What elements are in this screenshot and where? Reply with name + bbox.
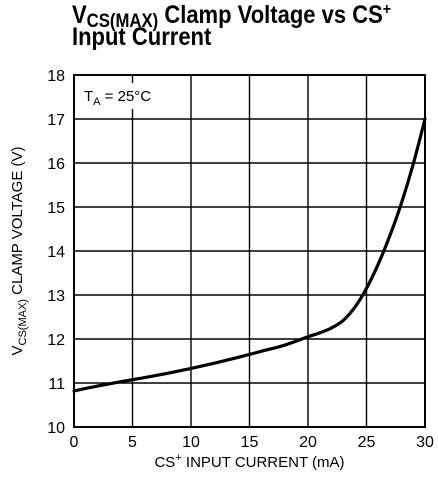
x-tick-labels: 0 5 10 15 20 25 30 — [70, 434, 434, 451]
annotation-subscript: A — [93, 96, 101, 108]
y-tick-label: 10 — [47, 420, 65, 437]
annotation-t: T — [84, 88, 93, 105]
y-tick-label: 11 — [48, 376, 65, 393]
x-axis-label: CS+ INPUT CURRENT (mA) — [154, 452, 344, 471]
x-label-text: INPUT CURRENT (mA) — [182, 454, 345, 471]
y-tick-label: 17 — [47, 112, 65, 129]
annotation-text: TA = 25°C — [84, 88, 151, 108]
y-tick-label: 18 — [47, 68, 65, 85]
title-superscript: + — [382, 1, 391, 18]
y-tick-labels: 10 11 12 13 14 15 16 17 18 — [47, 68, 65, 437]
x-tick-label: 10 — [182, 434, 200, 451]
x-label-superscript: + — [175, 452, 181, 464]
x-tick-label: 15 — [241, 434, 259, 451]
chart-title: VCS(MAX) Clamp Voltage vs CS+ Input Curr… — [72, 1, 391, 51]
x-tick-label: 0 — [70, 434, 79, 451]
y-tick-label: 12 — [47, 332, 65, 349]
annotation-value: = 25°C — [101, 88, 152, 105]
annotation-box: TA = 25°C — [79, 83, 151, 109]
x-tick-label: 25 — [358, 434, 376, 451]
title-line-2: Input Current — [72, 23, 212, 51]
y-axis-label: VCS(MAX) CLAMP VOLTAGE (V) — [9, 146, 29, 355]
y-tick-label: 14 — [47, 244, 65, 261]
y-label-subscript: CS(MAX) — [17, 299, 29, 345]
x-tick-label: 30 — [416, 434, 434, 451]
y-tick-label: 16 — [47, 156, 65, 173]
y-tick-label: 15 — [47, 200, 65, 217]
title-line-1: VCS(MAX) Clamp Voltage vs CS+ — [72, 1, 391, 32]
series-line — [72, 117, 427, 393]
plot-frame — [73, 74, 426, 428]
y-label-text: CLAMP VOLTAGE (V) — [9, 146, 26, 299]
x-tick-label: 20 — [299, 434, 317, 451]
title-text: Clamp Voltage vs CS — [158, 1, 383, 29]
x-tick-label: 5 — [128, 434, 137, 451]
grid — [73, 74, 426, 428]
title-v: V — [72, 1, 87, 29]
y-tick-label: 13 — [47, 288, 65, 305]
y-label-prefix: V — [9, 345, 26, 355]
x-label-prefix: CS — [154, 454, 175, 471]
title-subscript: CS(MAX) — [86, 11, 159, 32]
